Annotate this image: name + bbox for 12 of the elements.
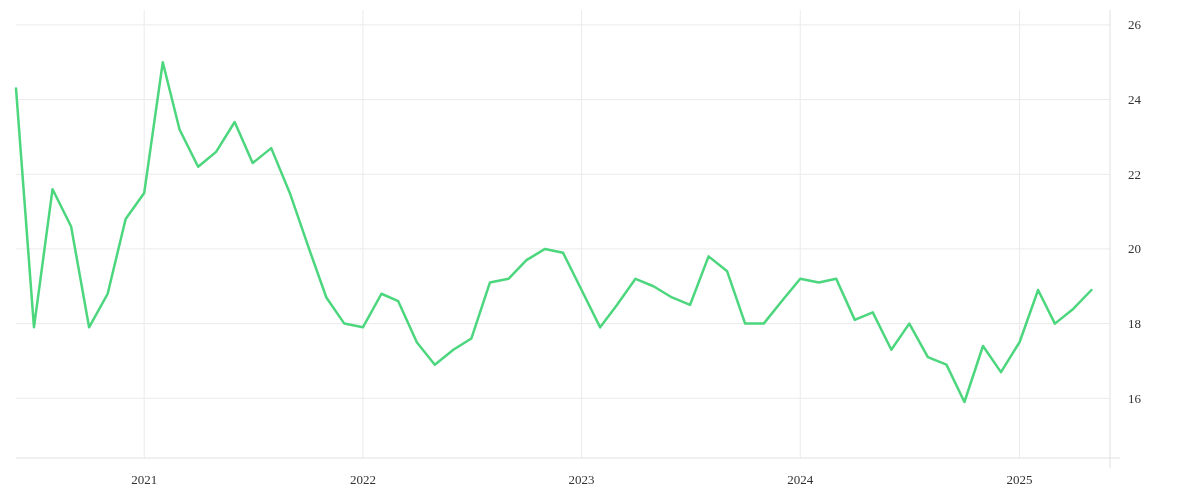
y-tick-label: 26 — [1128, 17, 1142, 33]
x-tick-label: 2022 — [349, 472, 376, 487]
x-tick-label: 2025 — [1006, 472, 1033, 487]
line-series — [14, 61, 1093, 404]
y-tick-label: 22 — [1128, 166, 1141, 182]
x-tick-label: 2024 — [787, 472, 814, 487]
y-tick-label: 20 — [1128, 241, 1141, 257]
y-tick-label: 24 — [1128, 92, 1142, 108]
x-tick-label: 2021 — [131, 472, 158, 487]
y-tick-label: 16 — [1128, 390, 1142, 406]
y-tick-label: 18 — [1128, 316, 1141, 332]
x-tick-label: 2023 — [568, 472, 595, 487]
